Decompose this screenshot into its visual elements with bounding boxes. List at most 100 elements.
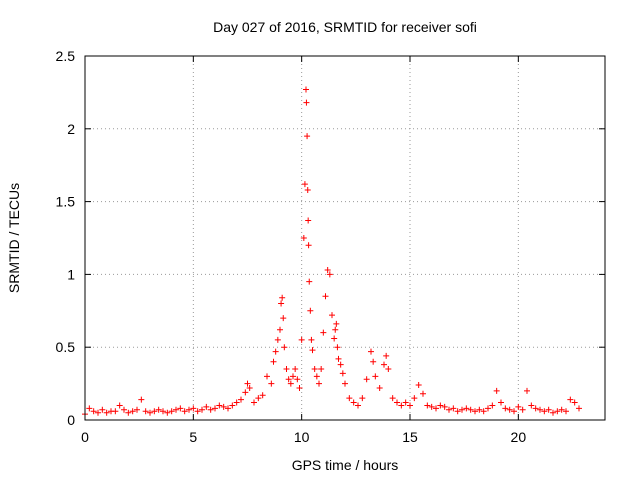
- data-point: [251, 399, 257, 406]
- data-point: [142, 408, 149, 415]
- data-point: [368, 348, 374, 355]
- data-point: [181, 408, 188, 415]
- data-point: [329, 312, 335, 319]
- data-point: [255, 395, 262, 402]
- data-point: [173, 406, 179, 413]
- data-point: [511, 408, 517, 415]
- data-point: [446, 406, 452, 413]
- data-point: [138, 396, 145, 403]
- data-point: [294, 376, 301, 383]
- data-point: [304, 186, 311, 193]
- data-point: [411, 395, 418, 402]
- data-point: [376, 384, 383, 391]
- data-point: [506, 406, 513, 413]
- x-tick-label: 20: [511, 429, 527, 445]
- data-point: [292, 366, 299, 373]
- data-point: [160, 408, 166, 415]
- data-point: [90, 408, 97, 415]
- data-point: [190, 405, 197, 412]
- data-point: [383, 352, 390, 359]
- grid: [85, 56, 605, 420]
- data-point: [519, 406, 526, 413]
- data-point: [485, 405, 491, 412]
- data-point: [528, 402, 535, 409]
- data-point: [350, 399, 357, 406]
- data-point: [322, 293, 329, 300]
- data-point: [301, 181, 308, 188]
- data-point: [238, 396, 244, 403]
- y-tick-label: 1.5: [56, 194, 76, 210]
- data-point: [296, 384, 303, 391]
- data-point: [402, 399, 409, 406]
- x-tick-label: 0: [81, 429, 89, 445]
- data-point: [433, 405, 439, 412]
- data-point: [437, 402, 444, 409]
- data-point: [168, 408, 175, 415]
- data-point: [220, 403, 227, 410]
- data-point: [281, 344, 288, 351]
- data-point: [155, 406, 162, 413]
- data-point: [428, 403, 435, 410]
- data-point: [463, 405, 470, 412]
- data-point: [337, 361, 344, 368]
- data-point: [272, 348, 279, 355]
- data-point: [515, 403, 522, 410]
- data-point: [177, 405, 184, 412]
- data-point: [86, 405, 93, 412]
- x-tick-label: 15: [402, 429, 418, 445]
- data-point: [134, 406, 140, 413]
- data-point: [472, 408, 478, 415]
- data-point: [394, 399, 400, 406]
- data-point: [151, 408, 158, 415]
- data-point: [194, 408, 201, 415]
- data-point: [242, 389, 249, 396]
- data-point: [308, 336, 315, 343]
- data-point: [541, 408, 548, 415]
- data-point: [524, 387, 530, 394]
- data-point: [311, 366, 318, 373]
- data-points: [82, 86, 582, 418]
- data-point: [389, 395, 396, 402]
- data-point: [300, 235, 307, 241]
- data-point: [305, 217, 312, 224]
- data-point: [459, 406, 465, 413]
- data-point: [355, 402, 361, 409]
- data-point: [335, 355, 342, 362]
- data-point: [212, 405, 218, 412]
- data-point: [103, 409, 110, 416]
- data-point: [121, 406, 127, 413]
- data-point: [116, 402, 123, 409]
- data-point: [567, 396, 574, 403]
- data-point: [370, 358, 377, 365]
- data-point: [303, 99, 310, 106]
- data-point: [563, 408, 569, 415]
- data-point: [342, 380, 348, 387]
- data-point: [283, 366, 290, 373]
- data-point: [268, 380, 275, 387]
- data-point: [558, 406, 565, 413]
- data-point: [280, 315, 287, 322]
- data-point: [164, 409, 171, 416]
- data-point: [186, 406, 192, 413]
- data-point: [554, 408, 561, 415]
- data-point: [305, 242, 312, 249]
- data-point: [318, 366, 325, 373]
- data-point: [454, 408, 461, 415]
- data-point: [441, 403, 448, 410]
- data-point: [326, 271, 333, 278]
- data-point: [278, 300, 285, 307]
- data-point: [576, 405, 582, 412]
- plot-frame: [84, 55, 606, 421]
- data-point: [502, 405, 509, 412]
- chart-title: Day 027 of 2016, SRMTID for receiver sof…: [213, 19, 477, 35]
- data-point: [331, 335, 338, 342]
- data-point: [332, 326, 339, 333]
- data-point: [264, 373, 270, 380]
- data-point: [112, 408, 119, 415]
- x-axis-label: GPS time / hours: [292, 457, 399, 473]
- data-point: [203, 403, 210, 410]
- data-point: [207, 406, 214, 413]
- data-point: [550, 409, 556, 416]
- data-point: [333, 320, 340, 327]
